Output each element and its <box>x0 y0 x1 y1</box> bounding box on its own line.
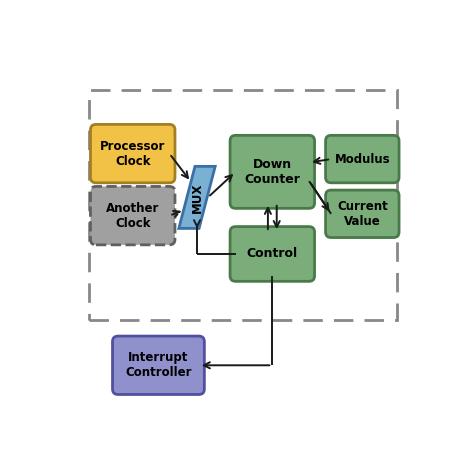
Text: MUX: MUX <box>191 182 203 212</box>
FancyBboxPatch shape <box>230 136 315 209</box>
FancyBboxPatch shape <box>326 136 399 183</box>
FancyBboxPatch shape <box>89 90 397 319</box>
Text: Interrupt
Controller: Interrupt Controller <box>125 351 191 379</box>
Text: Another
Clock: Another Clock <box>106 201 159 229</box>
Text: Down
Counter: Down Counter <box>245 158 300 186</box>
FancyBboxPatch shape <box>91 124 175 183</box>
Text: Control: Control <box>247 247 298 261</box>
FancyBboxPatch shape <box>326 190 399 237</box>
FancyBboxPatch shape <box>112 336 204 394</box>
Polygon shape <box>179 166 215 228</box>
FancyBboxPatch shape <box>230 227 315 282</box>
Text: Processor
Clock: Processor Clock <box>100 140 165 168</box>
FancyBboxPatch shape <box>91 186 175 245</box>
Text: Current
Value: Current Value <box>337 200 388 228</box>
Text: Modulus: Modulus <box>335 153 390 165</box>
